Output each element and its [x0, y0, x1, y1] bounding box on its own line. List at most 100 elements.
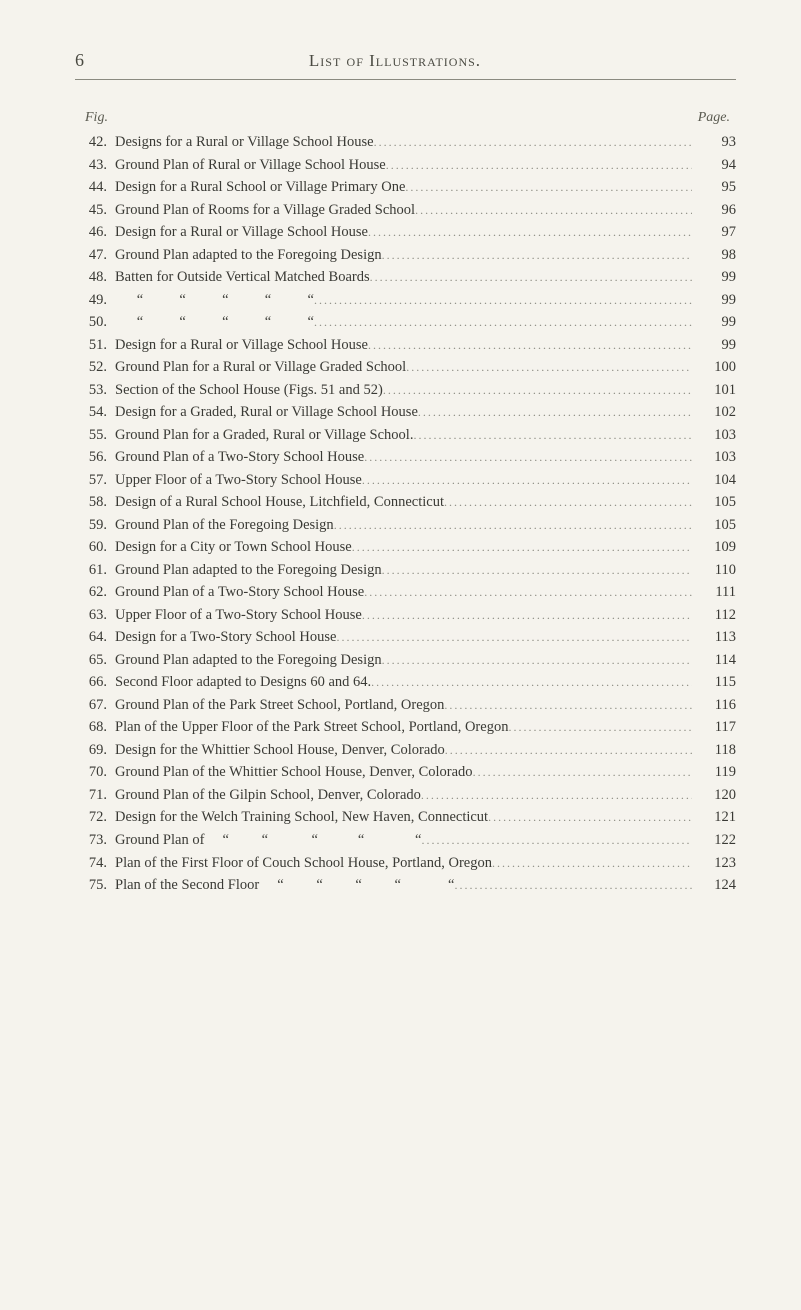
entry-page-number: 97 [700, 222, 736, 243]
entry-page-number: 100 [700, 357, 736, 378]
entry-page-number: 112 [700, 605, 736, 626]
entry-page-number: 124 [700, 875, 736, 896]
entry-page-number: 114 [700, 650, 736, 671]
leader-dots [371, 672, 692, 693]
leader-dots [492, 853, 692, 874]
entry-label: “ “ “ “ “ [115, 314, 314, 330]
entry-label: Ground Plan of the Gilpin School, Denver… [115, 787, 421, 803]
entry-label: Plan of the Upper Floor of the Park Stre… [115, 719, 508, 735]
entry-page-number: 123 [700, 853, 736, 874]
entry-label: Section of the School House (Figs. 51 an… [115, 382, 383, 398]
entry-label: Ground Plan of the Whittier School House… [115, 764, 473, 780]
entry-row: 47.Ground Plan adapted to the Foregoing … [75, 245, 736, 266]
entry-label: Upper Floor of a Two-Story School House [115, 607, 362, 623]
leader-dots [413, 425, 692, 446]
entry-fig-number: 70. [75, 762, 107, 783]
leader-dots [334, 515, 692, 536]
header-row: 6 List of Illustrations. [75, 50, 736, 71]
entry-row: 74. Plan of the First Floor of Couch Scho… [75, 853, 736, 874]
entry-row: 49. “ “ “ “ “ 99 [75, 290, 736, 311]
entry-row: 72. Design for the Welch Training School,… [75, 807, 736, 828]
entry-fig-number: 45. [75, 200, 107, 221]
entry-page-number: 102 [700, 402, 736, 423]
entry-text: Ground Plan adapted to the Foregoing Des… [115, 245, 692, 266]
entry-text: Ground Plan adapted to the Foregoing Des… [115, 560, 692, 581]
entry-label: Design for a Two-Story School House [115, 629, 336, 645]
entry-text: Design for a City or Town School House [115, 537, 692, 558]
leader-dots [386, 155, 692, 176]
entry-fig-number: 53. [75, 380, 107, 401]
entry-page-number: 104 [700, 470, 736, 491]
entry-text: Ground Plan for a Graded, Rural or Villa… [115, 425, 692, 446]
entry-page-number: 109 [700, 537, 736, 558]
leader-dots [352, 537, 692, 558]
entry-label: Ground Plan adapted to the Foregoing Des… [115, 562, 382, 578]
entry-page-number: 95 [700, 177, 736, 198]
entry-page-number: 119 [700, 762, 736, 783]
entry-page-number: 98 [700, 245, 736, 266]
leader-dots [383, 380, 692, 401]
entry-row: 65.Ground Plan adapted to the Foregoing … [75, 650, 736, 671]
entry-page-number: 105 [700, 492, 736, 513]
entry-fig-number: 59. [75, 515, 107, 536]
entry-text: Design of a Rural School House, Litchfie… [115, 492, 692, 513]
entry-label: Ground Plan of Rural or Village School H… [115, 157, 386, 173]
entry-page-number: 113 [700, 627, 736, 648]
entry-row: 51.Design for a Rural or Village School … [75, 335, 736, 356]
leader-dots [421, 785, 692, 806]
entry-text: Ground Plan of the Whittier School House… [115, 762, 692, 783]
entry-fig-number: 49. [75, 290, 107, 311]
entry-text: Designs for a Rural or Village School Ho… [115, 132, 692, 153]
entry-fig-number: 52. [75, 357, 107, 378]
leader-dots [364, 447, 692, 468]
entry-text: Design for a Rural or Village School Hou… [115, 222, 692, 243]
entry-row: 57.Upper Floor of a Two-Story School Hou… [75, 470, 736, 491]
entry-text: Design for a Two-Story School House [115, 627, 692, 648]
header-title: List of Illustrations. [54, 51, 736, 71]
entry-text: Ground Plan of the Gilpin School, Denver… [115, 785, 692, 806]
entry-row: 61.Ground Plan adapted to the Foregoing … [75, 560, 736, 581]
entry-label: Upper Floor of a Two-Story School House [115, 472, 362, 488]
entry-label: Ground Plan of the Park Street School, P… [115, 697, 444, 713]
entry-label: Ground Plan of a Two-Story School House [115, 449, 364, 465]
entry-text: “ “ “ “ “ [115, 312, 692, 333]
entry-text: Plan of the First Floor of Couch School … [115, 853, 692, 874]
entry-label: Ground Plan of “ “ “ “ “ [115, 832, 421, 848]
entry-text: Design for a Rural School or Village Pri… [115, 177, 692, 198]
entry-fig-number: 68. [75, 717, 107, 738]
entry-page-number: 99 [700, 267, 736, 288]
col-fig-label: Fig. [85, 110, 108, 126]
entry-page-number: 117 [700, 717, 736, 738]
entry-fig-number: 73. [75, 830, 107, 851]
entry-row: 73. Ground Plan of “ “ “ “ “ 122 [75, 830, 736, 851]
entry-fig-number: 58. [75, 492, 107, 513]
entry-text: Design for the Welch Training School, Ne… [115, 807, 692, 828]
leader-dots [473, 762, 692, 783]
leader-dots [488, 807, 692, 828]
entry-label: “ “ “ “ “ [115, 292, 314, 308]
entry-label: Ground Plan of Rooms for a Village Grade… [115, 202, 415, 218]
entry-page-number: 121 [700, 807, 736, 828]
entry-text: Second Floor adapted to Designs 60 and 6… [115, 672, 692, 693]
entry-page-number: 103 [700, 425, 736, 446]
leader-dots [374, 132, 692, 153]
entry-fig-number: 74. [75, 853, 107, 874]
leader-dots [421, 830, 692, 851]
entry-page-number: 122 [700, 830, 736, 851]
entry-row: 60. Design for a City or Town School Hous… [75, 537, 736, 558]
entry-label: Second Floor adapted to Designs 60 and 6… [115, 674, 371, 690]
entry-row: 50. “ “ “ “ “99 [75, 312, 736, 333]
entry-text: Upper Floor of a Two-Story School House [115, 605, 692, 626]
entry-fig-number: 60. [75, 537, 107, 558]
entry-fig-number: 42. [75, 132, 107, 153]
entry-fig-number: 72. [75, 807, 107, 828]
entry-label: Ground Plan for a Rural or Village Grade… [115, 359, 406, 375]
entries-list: 42. Designs for a Rural or Village School… [75, 132, 736, 896]
entry-page-number: 99 [700, 290, 736, 311]
header-divider [75, 79, 736, 80]
leader-dots [382, 560, 692, 581]
entry-label: Design for a Graded, Rural or Village Sc… [115, 404, 418, 420]
entry-fig-number: 46. [75, 222, 107, 243]
leader-dots [444, 695, 692, 716]
entry-fig-number: 63. [75, 605, 107, 626]
